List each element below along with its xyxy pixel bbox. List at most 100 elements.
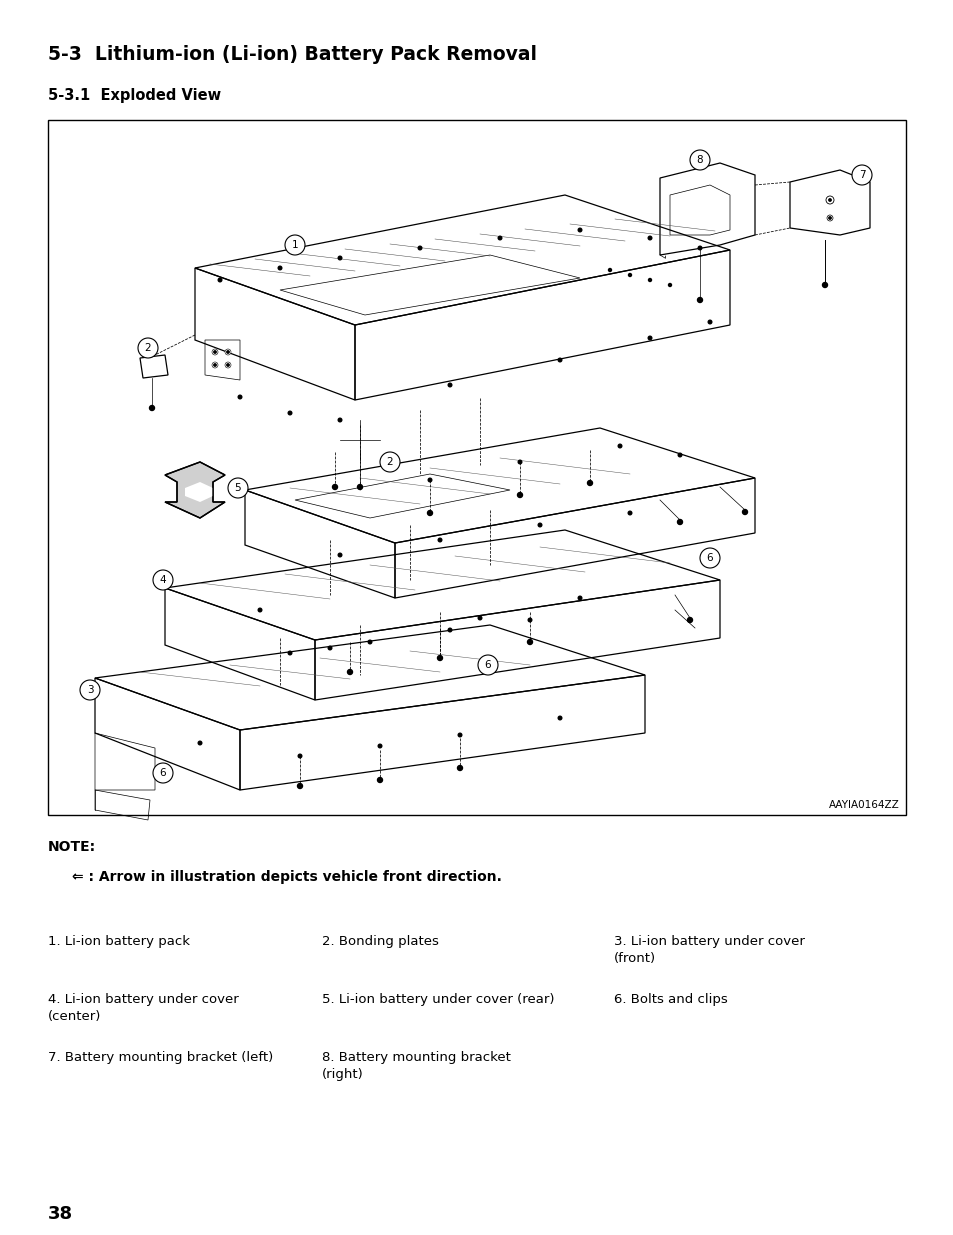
Circle shape	[697, 298, 701, 303]
Circle shape	[212, 362, 218, 368]
Circle shape	[437, 538, 441, 542]
Circle shape	[298, 755, 301, 758]
Circle shape	[678, 453, 681, 457]
Text: 5-3  Lithium-ion (Li-ion) Battery Pack Removal: 5-3 Lithium-ion (Li-ion) Battery Pack Re…	[48, 44, 537, 64]
Circle shape	[437, 656, 442, 661]
Circle shape	[379, 452, 399, 472]
Circle shape	[258, 608, 261, 611]
Polygon shape	[185, 482, 213, 501]
Circle shape	[828, 199, 830, 201]
Circle shape	[821, 283, 826, 288]
Circle shape	[517, 461, 521, 464]
Circle shape	[851, 165, 871, 185]
Circle shape	[687, 618, 692, 622]
Bar	[48, 120, 905, 815]
Text: 3. Li-ion battery under cover
(front): 3. Li-ion battery under cover (front)	[614, 935, 804, 965]
Circle shape	[278, 267, 281, 269]
Circle shape	[647, 336, 651, 340]
Circle shape	[218, 278, 221, 282]
Circle shape	[578, 597, 581, 600]
Circle shape	[558, 358, 561, 362]
Text: 2: 2	[386, 457, 393, 467]
Text: 5. Li-ion battery under cover (rear): 5. Li-ion battery under cover (rear)	[322, 993, 554, 1007]
Circle shape	[677, 520, 681, 525]
Circle shape	[647, 236, 651, 240]
Circle shape	[333, 484, 337, 489]
Circle shape	[225, 350, 231, 354]
Circle shape	[448, 383, 452, 387]
Circle shape	[288, 651, 292, 655]
Text: 1: 1	[292, 240, 298, 249]
Circle shape	[150, 405, 154, 410]
Circle shape	[338, 419, 341, 422]
Polygon shape	[165, 462, 225, 517]
Circle shape	[618, 445, 621, 448]
Text: 3: 3	[87, 685, 93, 695]
Circle shape	[648, 279, 651, 282]
Circle shape	[537, 524, 541, 527]
Circle shape	[213, 351, 216, 353]
Text: 5-3.1  Exploded View: 5-3.1 Exploded View	[48, 88, 221, 103]
Circle shape	[741, 510, 747, 515]
Circle shape	[497, 236, 501, 240]
Circle shape	[828, 217, 830, 219]
Text: 4: 4	[159, 576, 166, 585]
Text: 6. Bolts and clips: 6. Bolts and clips	[614, 993, 727, 1007]
Circle shape	[628, 273, 631, 277]
Circle shape	[668, 284, 671, 287]
Circle shape	[198, 741, 202, 745]
Circle shape	[826, 215, 832, 221]
Circle shape	[477, 616, 481, 620]
Circle shape	[427, 510, 432, 515]
Text: 8. Battery mounting bracket
(right): 8. Battery mounting bracket (right)	[322, 1051, 511, 1081]
Text: 8: 8	[696, 156, 702, 165]
Text: 2: 2	[145, 343, 152, 353]
Circle shape	[477, 655, 497, 676]
Circle shape	[457, 766, 462, 771]
Circle shape	[428, 478, 432, 482]
Text: 6: 6	[159, 768, 166, 778]
Circle shape	[338, 553, 341, 557]
Circle shape	[587, 480, 592, 485]
Text: 38: 38	[48, 1205, 73, 1223]
Circle shape	[527, 640, 532, 645]
Circle shape	[578, 228, 581, 232]
Text: 7. Battery mounting bracket (left): 7. Battery mounting bracket (left)	[48, 1051, 273, 1065]
Circle shape	[448, 629, 452, 632]
Circle shape	[608, 268, 611, 272]
Text: 7: 7	[858, 170, 864, 180]
Circle shape	[698, 246, 701, 249]
Circle shape	[707, 320, 711, 324]
Text: 4. Li-ion battery under cover
(center): 4. Li-ion battery under cover (center)	[48, 993, 238, 1023]
Circle shape	[528, 619, 531, 621]
Circle shape	[347, 669, 352, 674]
Circle shape	[689, 149, 709, 170]
Circle shape	[825, 196, 833, 204]
Circle shape	[138, 338, 158, 358]
Circle shape	[357, 484, 362, 489]
Circle shape	[152, 571, 172, 590]
Circle shape	[377, 778, 382, 783]
Circle shape	[627, 511, 631, 515]
Circle shape	[678, 520, 681, 524]
Circle shape	[213, 364, 216, 367]
Circle shape	[288, 411, 292, 415]
Text: 2. Bonding plates: 2. Bonding plates	[322, 935, 438, 948]
Circle shape	[227, 351, 229, 353]
Circle shape	[152, 763, 172, 783]
Circle shape	[212, 350, 218, 354]
Circle shape	[517, 493, 522, 498]
Circle shape	[457, 734, 461, 737]
Circle shape	[80, 680, 100, 700]
Circle shape	[377, 745, 381, 748]
Circle shape	[228, 478, 248, 498]
Circle shape	[338, 256, 341, 259]
Text: 6: 6	[706, 553, 713, 563]
Circle shape	[368, 640, 372, 643]
Circle shape	[285, 235, 305, 254]
Text: NOTE:: NOTE:	[48, 840, 96, 853]
Circle shape	[700, 548, 720, 568]
Text: ⇐ : Arrow in illustration depicts vehicle front direction.: ⇐ : Arrow in illustration depicts vehicl…	[71, 869, 501, 884]
Circle shape	[558, 716, 561, 720]
Circle shape	[417, 246, 421, 249]
